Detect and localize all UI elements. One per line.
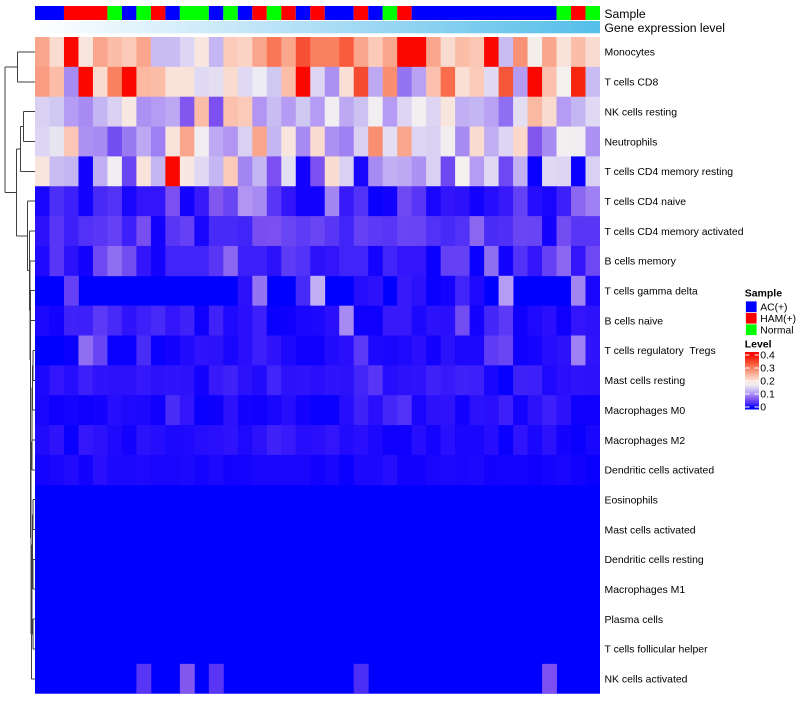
svg-text:T cells CD8: T cells CD8 xyxy=(605,78,659,89)
svg-text:Dendritic cells resting: Dendritic cells resting xyxy=(605,555,704,566)
svg-text:T cells follicular helper: T cells follicular helper xyxy=(605,645,709,656)
svg-text:0.2: 0.2 xyxy=(760,376,775,388)
svg-text:T cells gamma delta: T cells gamma delta xyxy=(605,287,698,298)
svg-text:Sample: Sample xyxy=(604,7,646,21)
svg-text:AC(+): AC(+) xyxy=(760,302,787,313)
svg-text:Normal: Normal xyxy=(760,325,793,336)
svg-text:Macrophages M0: Macrophages M0 xyxy=(605,406,686,417)
svg-text:HAM(+): HAM(+) xyxy=(760,314,796,325)
svg-text:T cells regulatory Tregs: T cells regulatory Tregs xyxy=(605,346,716,357)
svg-text:Level: Level xyxy=(745,339,772,351)
svg-text:Sample: Sample xyxy=(745,288,783,300)
svg-text:B cells naive: B cells naive xyxy=(605,316,664,327)
svg-text:Mast cells resting: Mast cells resting xyxy=(605,376,686,387)
svg-text:Plasma cells: Plasma cells xyxy=(605,615,664,626)
svg-text:Macrophages M1: Macrophages M1 xyxy=(605,585,686,596)
svg-text:0: 0 xyxy=(760,402,766,414)
svg-text:T cells CD4 naive: T cells CD4 naive xyxy=(605,197,687,208)
svg-text:Gene expression level: Gene expression level xyxy=(604,21,725,35)
svg-text:0.1: 0.1 xyxy=(760,389,775,401)
svg-text:B cells memory: B cells memory xyxy=(605,257,677,268)
svg-text:NK cells activated: NK cells activated xyxy=(605,675,688,686)
svg-text:Monocytes: Monocytes xyxy=(605,48,655,59)
svg-text:T cells CD4 memory activated: T cells CD4 memory activated xyxy=(605,227,744,238)
svg-text:T cells CD4 memory resting: T cells CD4 memory resting xyxy=(605,167,734,178)
svg-text:Dendritic cells activated: Dendritic cells activated xyxy=(605,466,715,477)
svg-text:Mast cells activated: Mast cells activated xyxy=(605,525,696,536)
svg-text:NK cells resting: NK cells resting xyxy=(605,107,678,118)
svg-text:0.3: 0.3 xyxy=(760,363,775,375)
svg-text:Eosinophils: Eosinophils xyxy=(605,495,658,506)
svg-text:0.4: 0.4 xyxy=(760,350,775,362)
svg-text:Macrophages M2: Macrophages M2 xyxy=(605,436,686,447)
svg-text:Neutrophils: Neutrophils xyxy=(605,137,658,148)
